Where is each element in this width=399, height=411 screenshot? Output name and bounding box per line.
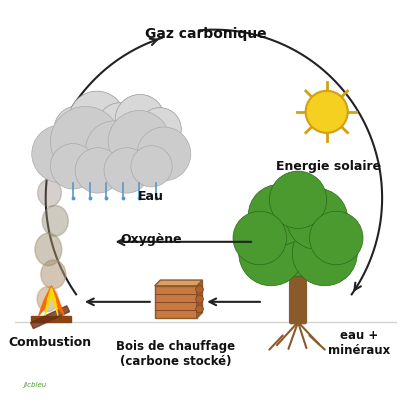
Circle shape [85, 121, 143, 179]
Circle shape [137, 127, 191, 181]
Circle shape [54, 106, 100, 152]
Circle shape [269, 171, 327, 229]
Circle shape [104, 148, 150, 193]
Polygon shape [197, 280, 202, 318]
Ellipse shape [42, 206, 68, 236]
Circle shape [196, 296, 203, 303]
Circle shape [239, 221, 304, 286]
Circle shape [286, 188, 348, 249]
Text: Jicbleu: Jicbleu [23, 382, 46, 388]
Circle shape [292, 221, 357, 286]
Circle shape [233, 211, 286, 265]
Polygon shape [155, 286, 197, 318]
Circle shape [89, 124, 125, 161]
Ellipse shape [37, 287, 58, 312]
Ellipse shape [38, 179, 61, 207]
Circle shape [115, 95, 165, 144]
Polygon shape [45, 288, 58, 316]
Text: Bois de chauffage
(carbone stocké): Bois de chauffage (carbone stocké) [116, 340, 235, 368]
Polygon shape [31, 306, 69, 328]
Ellipse shape [41, 260, 66, 289]
Text: Combustion: Combustion [8, 336, 91, 349]
Circle shape [133, 122, 166, 155]
Circle shape [260, 200, 336, 276]
Circle shape [97, 103, 143, 149]
Circle shape [50, 143, 96, 189]
Circle shape [50, 106, 120, 177]
Text: Energie solaire: Energie solaire [276, 159, 381, 173]
Circle shape [69, 121, 105, 157]
Circle shape [69, 91, 125, 147]
Circle shape [306, 91, 348, 133]
Circle shape [112, 124, 148, 161]
Text: Oxygène: Oxygène [120, 233, 182, 246]
Circle shape [310, 211, 363, 265]
Polygon shape [155, 280, 202, 286]
Circle shape [32, 125, 90, 183]
Polygon shape [39, 286, 64, 316]
Text: Eau: Eau [138, 190, 164, 203]
Circle shape [196, 305, 203, 313]
Polygon shape [32, 316, 71, 322]
Circle shape [196, 286, 203, 293]
FancyBboxPatch shape [290, 271, 306, 323]
Circle shape [108, 111, 170, 173]
Circle shape [75, 148, 120, 193]
Circle shape [138, 108, 181, 150]
Text: eau +
minéraux: eau + minéraux [328, 329, 390, 357]
Ellipse shape [35, 233, 62, 266]
Circle shape [248, 185, 310, 246]
Text: Gaz carbonique: Gaz carbonique [146, 27, 267, 41]
Circle shape [131, 145, 172, 187]
